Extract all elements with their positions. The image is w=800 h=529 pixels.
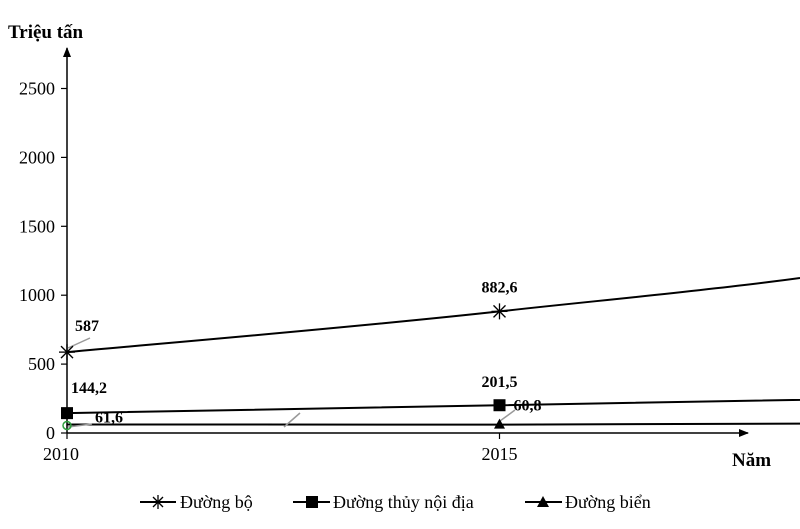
axes	[63, 47, 749, 437]
series-markers	[59, 303, 508, 431]
y-axis-title: Triệu tấn	[8, 22, 84, 43]
legend-marker-square	[306, 496, 318, 508]
legend-item-duong-bien: Đường biển	[525, 492, 651, 512]
legend-item-duong-bo: Đường bộ	[140, 492, 253, 512]
label-leader-line	[67, 337, 91, 349]
legend-label-duong-thuy: Đường thủy nội địa	[333, 492, 474, 512]
series-lines	[66, 276, 800, 426]
y-tick-label: 0	[46, 423, 55, 443]
data-label-duong-thuy: 201,5	[482, 374, 518, 391]
x-tick-label: 2010	[43, 444, 79, 464]
y-tick-label: 1000	[19, 285, 55, 305]
y-tick-label: 1500	[19, 216, 55, 236]
label-leader-line	[283, 412, 301, 428]
data-label-duong-bo: 882,6	[482, 279, 518, 296]
y-tick-label: 2500	[19, 79, 55, 99]
leader-lines	[67, 337, 516, 428]
point-triangle-2015	[494, 418, 505, 429]
x-axis-title: Năm	[732, 450, 771, 471]
series-line-duong-bo	[66, 276, 800, 354]
legend-label-duong-bo: Đường bộ	[180, 492, 253, 512]
label-leader-line	[67, 423, 93, 428]
point-triangle-2010	[62, 420, 72, 431]
data-label-duong-bo: 587	[75, 318, 99, 335]
legend-label-duong-bien: Đường biển	[565, 492, 651, 512]
x-tick-label: 2015	[482, 444, 518, 464]
legend-marker-triangle	[537, 496, 549, 507]
data-label-duong-thuy: 144,2	[71, 380, 107, 397]
point-asterisk-2010	[59, 344, 75, 361]
point-square-2015	[493, 399, 506, 412]
legend-item-duong-thuy: Đường thủy nội địa	[293, 492, 474, 512]
legend-marker-asterisk	[151, 495, 165, 509]
series-line-duong-thuy	[66, 398, 800, 415]
data-label-duong-bien: 60,8	[514, 398, 542, 415]
legend: Đường bộ Đường thủy nội địa Đường biển	[140, 492, 651, 512]
y-tick-label: 500	[28, 354, 55, 374]
y-ticks: 0 500 1000 1500 2000 2500	[19, 79, 67, 443]
data-labels: 587882,61282,12030144,2201,5257,8410,261…	[71, 279, 542, 427]
y-tick-label: 2000	[19, 147, 55, 167]
x-ticks: 2010201520202024	[43, 433, 518, 464]
data-label-duong-bien: 61,6	[95, 410, 123, 427]
point-asterisk-2015	[491, 303, 508, 320]
point-square-2010	[61, 407, 73, 420]
series-line-duong-bien	[66, 422, 800, 426]
label-leader-line	[499, 409, 516, 422]
